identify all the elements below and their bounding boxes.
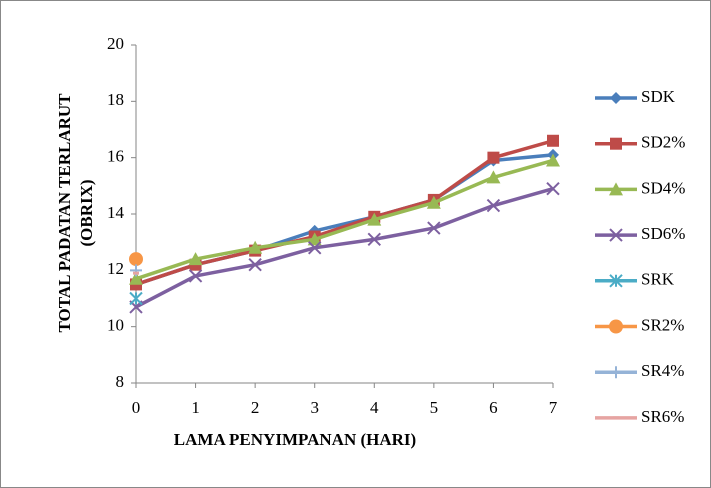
y-tick-label: 12: [107, 259, 124, 278]
legend-label: SR4%: [641, 361, 684, 380]
data-point: [133, 271, 139, 275]
y-tick-label: 20: [107, 34, 124, 53]
legend-marker: [609, 319, 623, 334]
series-line: [135, 186, 554, 309]
data-point: [188, 252, 203, 266]
y-tick-label: 14: [107, 203, 125, 222]
data-point: [129, 271, 143, 285]
legend-marker: [613, 416, 619, 420]
x-tick-label: 4: [370, 398, 379, 417]
x-tick-label: 1: [191, 398, 200, 417]
x-tick-label: 3: [310, 398, 319, 417]
series-line: [135, 158, 554, 281]
data-point: [486, 170, 501, 184]
data-point: [547, 134, 559, 147]
y-tick-label: 16: [107, 147, 124, 166]
data-point: [307, 232, 322, 246]
data-point: [427, 221, 441, 235]
legend-label: SDK: [641, 87, 676, 106]
data-point: [188, 269, 203, 283]
data-point: [546, 153, 560, 167]
legend-label: SR6%: [641, 407, 684, 426]
data-point: [546, 181, 560, 196]
y-axis-label: (OBRIX): [77, 179, 96, 246]
data-point: [367, 212, 382, 226]
legend-label: SD4%: [641, 178, 685, 197]
x-axis-label: LAMA PENYIMPANAN (HARI): [174, 430, 416, 449]
y-tick-label: 8: [116, 372, 125, 391]
legend-label: SR2%: [641, 315, 684, 334]
x-tick-label: 2: [251, 398, 260, 417]
legend-marker: [609, 182, 623, 196]
data-point: [248, 240, 263, 254]
legend-marker: [609, 274, 623, 288]
x-tick-label: 5: [430, 398, 439, 417]
x-tick-label: 7: [549, 398, 558, 417]
legend-label: SRK: [641, 270, 675, 289]
legend-marker: [610, 137, 622, 150]
data-point: [129, 252, 143, 267]
x-tick-label: 0: [132, 398, 141, 417]
data-point: [426, 195, 441, 209]
legend-marker: [610, 92, 622, 104]
data-point: [129, 291, 143, 306]
y-tick-label: 10: [107, 316, 124, 335]
data-point: [486, 198, 501, 213]
y-tick-label: 18: [107, 90, 124, 109]
legend-label: SD6%: [641, 224, 685, 243]
data-point: [248, 257, 262, 272]
legend-label: SD2%: [641, 133, 685, 152]
x-tick-label: 6: [489, 398, 498, 417]
legend-marker: [610, 366, 622, 379]
legend-marker: [609, 228, 623, 242]
data-point: [487, 151, 500, 164]
data-point: [367, 232, 381, 247]
data-point: [308, 241, 322, 255]
series-line: [135, 139, 554, 287]
y-axis-label: TOTAL PADATAN TERLARUT: [55, 93, 74, 333]
